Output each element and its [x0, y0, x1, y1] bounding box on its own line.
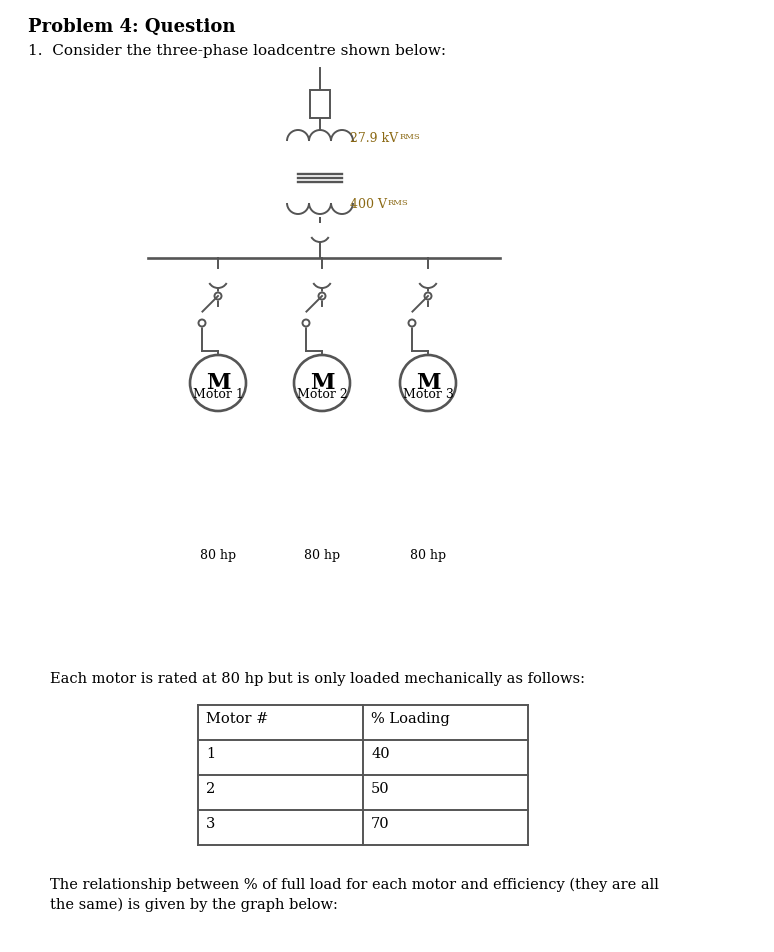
- Text: 400 V: 400 V: [350, 199, 387, 211]
- Circle shape: [303, 320, 310, 327]
- Text: The relationship between % of full load for each motor and efficiency (they are : The relationship between % of full load …: [50, 878, 659, 892]
- Text: 1.  Consider the three-phase loadcentre shown below:: 1. Consider the three-phase loadcentre s…: [28, 44, 446, 58]
- Text: M: M: [310, 372, 334, 394]
- Text: Problem 4: Question: Problem 4: Question: [28, 18, 235, 36]
- Circle shape: [198, 320, 206, 327]
- Text: the same) is given by the graph below:: the same) is given by the graph below:: [50, 898, 338, 912]
- Circle shape: [318, 292, 326, 300]
- Text: 40: 40: [371, 747, 389, 761]
- Text: RMS: RMS: [400, 133, 421, 141]
- Text: Motor 1: Motor 1: [193, 388, 244, 401]
- Bar: [310, 90, 330, 118]
- Text: Each motor is rated at 80 hp but is only loaded mechanically as follows:: Each motor is rated at 80 hp but is only…: [50, 672, 585, 686]
- Text: Motor #: Motor #: [206, 712, 269, 726]
- Text: RMS: RMS: [388, 199, 409, 207]
- Text: 80 hp: 80 hp: [410, 549, 446, 562]
- Text: 80 hp: 80 hp: [200, 549, 236, 562]
- Text: % Loading: % Loading: [371, 712, 450, 726]
- Text: 2: 2: [206, 782, 215, 796]
- Circle shape: [424, 292, 431, 300]
- Circle shape: [214, 292, 221, 300]
- Text: 1: 1: [206, 747, 215, 761]
- Text: Motor 3: Motor 3: [402, 388, 454, 401]
- Text: M: M: [206, 372, 230, 394]
- Text: 50: 50: [371, 782, 389, 796]
- Text: 3: 3: [206, 817, 215, 831]
- Text: Motor 2: Motor 2: [296, 388, 348, 401]
- Circle shape: [409, 320, 416, 327]
- Text: 70: 70: [371, 817, 389, 831]
- Text: 27.9 kV: 27.9 kV: [350, 132, 398, 146]
- Text: M: M: [416, 372, 440, 394]
- Text: 80 hp: 80 hp: [304, 549, 340, 562]
